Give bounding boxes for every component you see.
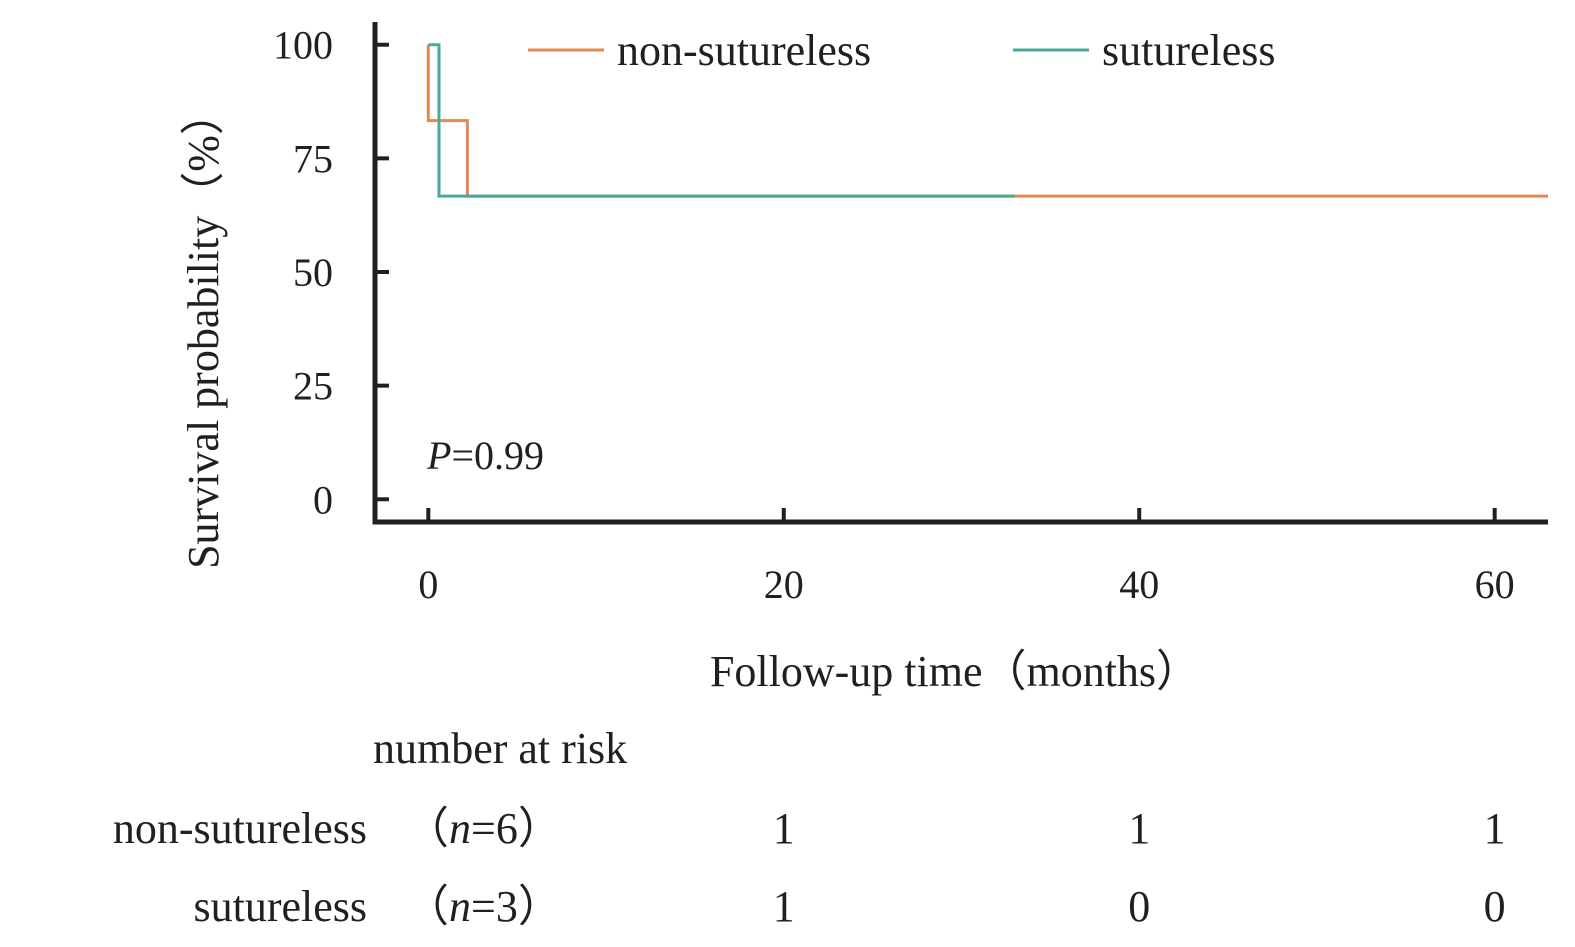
risk-row-n-var: n [449, 804, 471, 853]
risk-table: number at risk non-sutureless （n=6） 1 1 … [113, 724, 1506, 931]
y-tick-label: 50 [293, 250, 333, 295]
risk-count: 1 [773, 804, 795, 853]
y-axis-title: Survival probability（%） [179, 91, 228, 569]
risk-count: 0 [1484, 882, 1506, 931]
risk-row-n: （n=6） [405, 804, 562, 853]
risk-row-label: non-sutureless [113, 804, 367, 853]
x-axis-title: Follow-up time（months） [710, 647, 1200, 696]
y-tick-label: 100 [273, 23, 333, 68]
p-value-symbol: P [426, 433, 451, 478]
risk-row-n-rest: =3） [471, 882, 562, 931]
y-tick-label: 75 [293, 136, 333, 181]
p-value-annotation: P=0.99 [426, 433, 544, 478]
risk-row-label: sutureless [193, 882, 367, 931]
risk-row-n-rest: =6） [471, 804, 562, 853]
y-tick-label: 0 [313, 477, 333, 522]
survival-curve-sutureless [428, 43, 1015, 198]
risk-count: 1 [1484, 804, 1506, 853]
y-ticks: 0 25 50 75 100 [273, 23, 389, 522]
risk-row-n-open: （ [405, 882, 449, 931]
risk-row-sutureless: sutureless （n=3） 1 0 0 [193, 882, 1505, 931]
p-value-text: =0.99 [451, 433, 544, 478]
x-tick-label: 60 [1475, 562, 1515, 607]
risk-table-title: number at risk [373, 724, 627, 773]
x-tick-label: 40 [1119, 562, 1159, 607]
y-tick-label: 25 [293, 364, 333, 409]
survival-curve-non-sutureless [426, 44, 1548, 198]
x-tick-label: 20 [764, 562, 804, 607]
risk-row-n: （n=3） [405, 882, 562, 931]
survival-curves [426, 43, 1548, 198]
risk-count: 1 [773, 882, 795, 931]
risk-row-n-open: （ [405, 804, 449, 853]
legend: non-sutureless sutureless [528, 26, 1276, 75]
x-tick-label: 0 [418, 562, 438, 607]
x-ticks: 0 20 40 60 [418, 508, 1515, 607]
legend-label-non-sutureless: non-sutureless [617, 26, 871, 75]
risk-row-non-sutureless: non-sutureless （n=6） 1 1 1 [113, 804, 1506, 853]
risk-row-n-var: n [449, 882, 471, 931]
risk-count: 1 [1128, 804, 1150, 853]
risk-count: 0 [1128, 882, 1150, 931]
axes: 0 25 50 75 100 0 20 40 60 [273, 22, 1548, 607]
legend-label-sutureless: sutureless [1102, 26, 1276, 75]
